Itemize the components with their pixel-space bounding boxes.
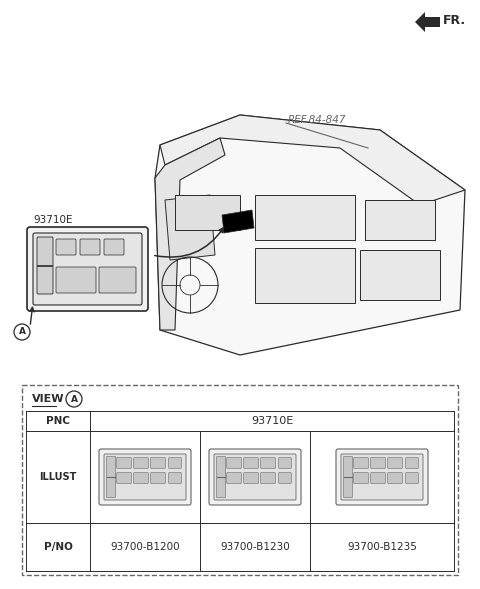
FancyBboxPatch shape <box>336 449 428 505</box>
FancyBboxPatch shape <box>360 250 440 300</box>
FancyBboxPatch shape <box>255 248 355 303</box>
FancyBboxPatch shape <box>33 233 142 305</box>
Polygon shape <box>415 12 440 32</box>
FancyBboxPatch shape <box>261 473 276 484</box>
Text: 93710E: 93710E <box>251 416 293 426</box>
Polygon shape <box>155 138 225 330</box>
FancyBboxPatch shape <box>168 473 181 484</box>
Text: A: A <box>71 395 77 403</box>
FancyBboxPatch shape <box>261 458 276 468</box>
FancyBboxPatch shape <box>168 458 181 468</box>
Text: 93710E: 93710E <box>33 215 72 225</box>
FancyBboxPatch shape <box>227 458 241 468</box>
FancyBboxPatch shape <box>216 456 226 498</box>
FancyBboxPatch shape <box>22 385 458 575</box>
FancyBboxPatch shape <box>151 458 165 468</box>
FancyBboxPatch shape <box>104 239 124 255</box>
FancyBboxPatch shape <box>406 458 418 468</box>
FancyBboxPatch shape <box>134 458 148 468</box>
Text: P/NO: P/NO <box>44 542 72 552</box>
FancyBboxPatch shape <box>371 458 385 468</box>
Text: 93700-B1235: 93700-B1235 <box>347 542 417 552</box>
FancyBboxPatch shape <box>354 473 368 484</box>
Text: REF.84-847: REF.84-847 <box>288 115 347 125</box>
FancyBboxPatch shape <box>388 473 402 484</box>
FancyBboxPatch shape <box>244 473 258 484</box>
FancyBboxPatch shape <box>80 239 100 255</box>
FancyBboxPatch shape <box>99 449 191 505</box>
Polygon shape <box>155 115 465 355</box>
Text: 93700-B1230: 93700-B1230 <box>220 542 290 552</box>
FancyBboxPatch shape <box>388 458 402 468</box>
Polygon shape <box>222 210 254 233</box>
FancyBboxPatch shape <box>214 454 296 500</box>
FancyBboxPatch shape <box>255 195 355 240</box>
FancyBboxPatch shape <box>371 473 385 484</box>
Text: FR.: FR. <box>443 14 466 27</box>
FancyBboxPatch shape <box>354 458 368 468</box>
FancyBboxPatch shape <box>117 473 132 484</box>
FancyBboxPatch shape <box>406 473 418 484</box>
Text: A: A <box>19 327 25 336</box>
Text: PNC: PNC <box>46 416 70 426</box>
FancyBboxPatch shape <box>107 456 116 498</box>
FancyBboxPatch shape <box>104 454 186 500</box>
FancyBboxPatch shape <box>341 454 423 500</box>
FancyBboxPatch shape <box>365 200 435 240</box>
Polygon shape <box>160 115 465 205</box>
FancyBboxPatch shape <box>244 458 258 468</box>
FancyBboxPatch shape <box>37 237 53 294</box>
Polygon shape <box>165 195 215 260</box>
FancyBboxPatch shape <box>175 195 240 230</box>
Text: VIEW: VIEW <box>32 394 64 404</box>
Text: ILLUST: ILLUST <box>39 472 77 482</box>
FancyBboxPatch shape <box>151 473 165 484</box>
FancyBboxPatch shape <box>134 473 148 484</box>
FancyBboxPatch shape <box>279 458 291 468</box>
FancyBboxPatch shape <box>99 267 136 293</box>
FancyBboxPatch shape <box>27 227 148 311</box>
FancyBboxPatch shape <box>344 456 352 498</box>
FancyBboxPatch shape <box>209 449 301 505</box>
FancyBboxPatch shape <box>227 473 241 484</box>
FancyBboxPatch shape <box>117 458 132 468</box>
FancyBboxPatch shape <box>56 267 96 293</box>
FancyBboxPatch shape <box>56 239 76 255</box>
FancyBboxPatch shape <box>279 473 291 484</box>
Text: 93700-B1200: 93700-B1200 <box>110 542 180 552</box>
